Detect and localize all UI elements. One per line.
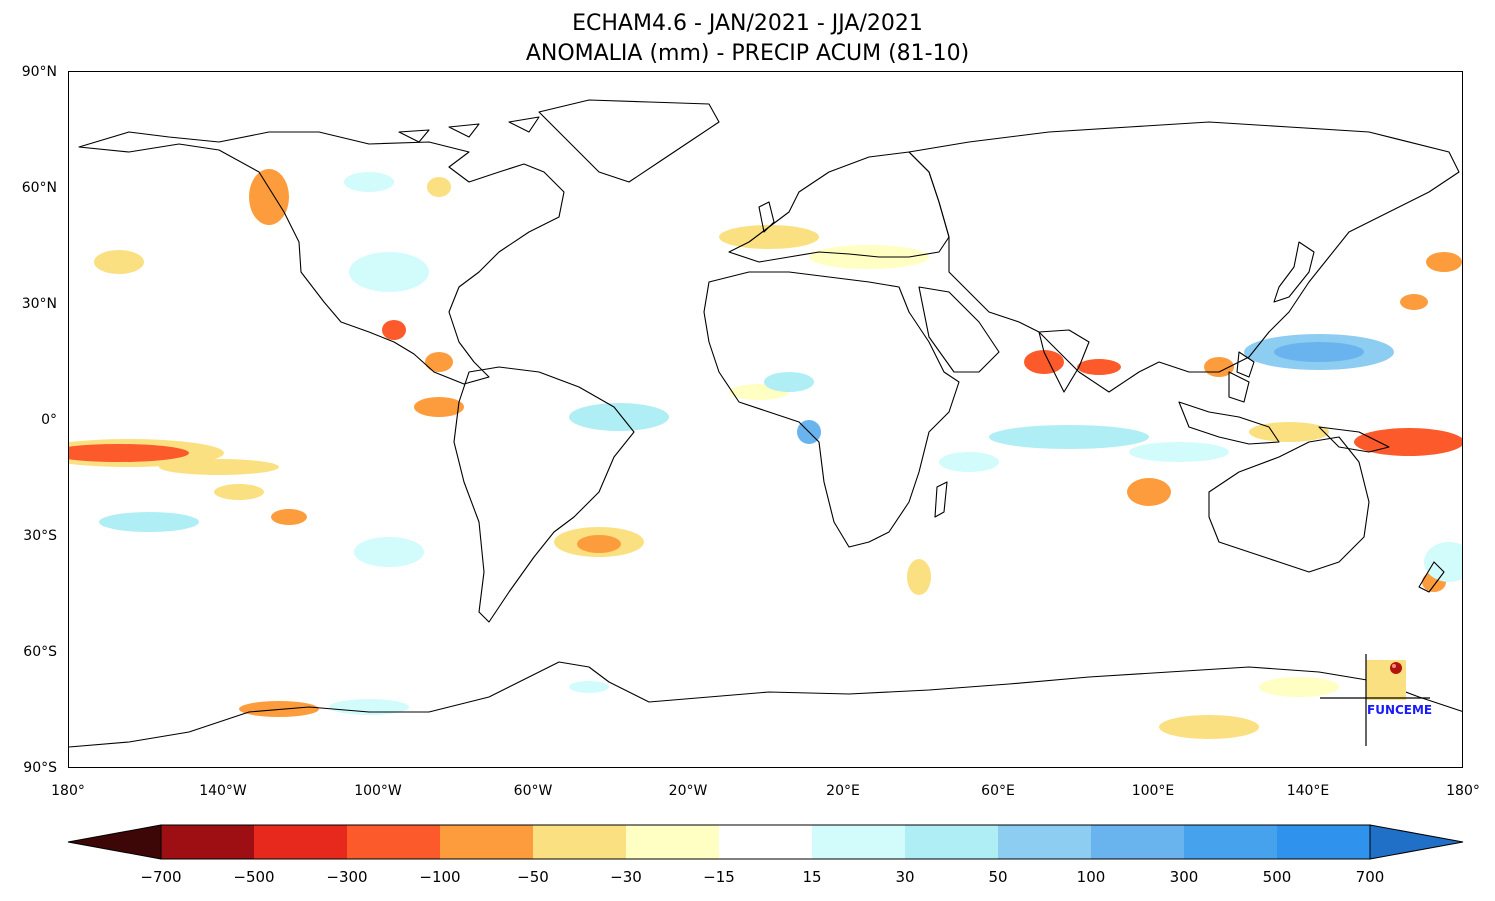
colorbar-tick-label: −300 xyxy=(326,868,368,886)
colorbar-tick-label: 300 xyxy=(1169,868,1199,886)
lon-label-140w: 140°W xyxy=(199,783,247,799)
colorbar-tick-label: 30 xyxy=(895,868,915,886)
lon-label-180e: 180° xyxy=(1446,783,1480,799)
lon-label-20w: 20°W xyxy=(668,783,708,799)
lat-label-90s: 90°S xyxy=(23,760,57,776)
colorbar-tick-label: 700 xyxy=(1355,868,1385,886)
colorbar-tick-label: 50 xyxy=(988,868,1008,886)
colorbar-high-extend xyxy=(1369,824,1464,860)
precip-anomaly-map xyxy=(69,99,1462,748)
colorbar-low-extend xyxy=(67,824,162,860)
colorbar-segment xyxy=(254,825,348,859)
colorbar-segment xyxy=(533,825,627,859)
colorbar-tick-label: −30 xyxy=(610,868,642,886)
funceme-logo-text: FUNCEME xyxy=(1367,703,1433,717)
lon-label-180w: 180° xyxy=(51,783,85,799)
lon-label-20e: 20°E xyxy=(826,783,860,799)
lat-label-30s: 30°S xyxy=(23,528,57,544)
colorbar-segment xyxy=(905,825,999,859)
colorbar xyxy=(67,824,1464,860)
colorbar-segment xyxy=(626,825,720,859)
lon-label-60w: 60°W xyxy=(513,783,553,799)
funceme-logo xyxy=(1320,654,1430,746)
colorbar-segment xyxy=(812,825,906,859)
lon-label-100w: 100°W xyxy=(354,783,402,799)
coastlines xyxy=(69,99,1462,748)
colorbar-tick-label: −50 xyxy=(517,868,549,886)
lat-label-60n: 60°N xyxy=(21,180,57,196)
colorbar-segment xyxy=(440,825,534,859)
anomaly-field xyxy=(69,169,1462,739)
colorbar-segment xyxy=(161,825,255,859)
colorbar-tick-label: −700 xyxy=(140,868,182,886)
colorbar-tick-label: 500 xyxy=(1262,868,1292,886)
lon-label-100e: 100°E xyxy=(1131,783,1175,799)
colorbar-segment xyxy=(998,825,1092,859)
colorbar-segment xyxy=(1091,825,1185,859)
colorbar-tick-label: 100 xyxy=(1076,868,1106,886)
map-plot-area xyxy=(68,71,1463,768)
lat-label-90n: 90°N xyxy=(21,64,57,80)
colorbar-segment xyxy=(1184,825,1278,859)
colorbar-segment xyxy=(1277,825,1371,859)
lon-label-140e: 140°E xyxy=(1286,783,1330,799)
colorbar-segment xyxy=(719,825,813,859)
lat-label-30n: 30°N xyxy=(21,296,57,312)
map-title-line2: ANOMALIA (mm) - PRECIP ACUM (81-10) xyxy=(525,41,970,66)
colorbar-tick-label: −100 xyxy=(419,868,461,886)
colorbar-tick-label: −500 xyxy=(233,868,275,886)
lon-label-60e: 60°E xyxy=(981,783,1015,799)
colorbar-tick-label: −15 xyxy=(703,868,735,886)
colorbar-segment xyxy=(347,825,441,859)
lat-label-60s: 60°S xyxy=(23,644,57,660)
map-title-line1: ECHAM4.6 - JAN/2021 - JJA/2021 xyxy=(572,11,923,36)
lat-label-equator: 0° xyxy=(41,412,57,428)
colorbar-tick-label: 15 xyxy=(802,868,822,886)
